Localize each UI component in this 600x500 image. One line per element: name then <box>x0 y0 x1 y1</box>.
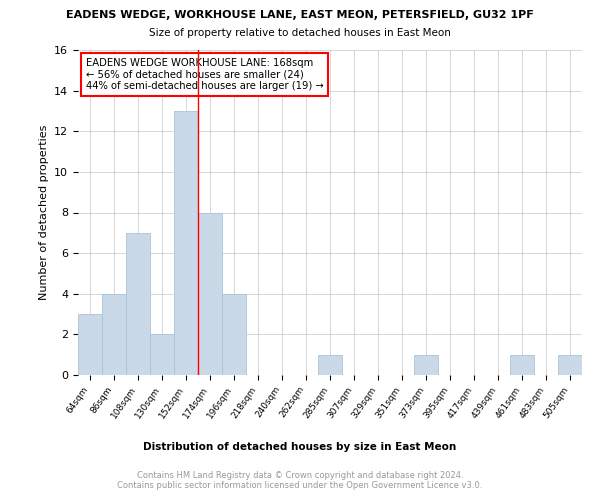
Bar <box>318 354 342 375</box>
Bar <box>558 354 582 375</box>
Bar <box>150 334 174 375</box>
Bar <box>78 314 102 375</box>
Bar <box>222 294 246 375</box>
Y-axis label: Number of detached properties: Number of detached properties <box>38 125 49 300</box>
Bar <box>414 354 438 375</box>
Bar <box>174 111 198 375</box>
Text: Contains HM Land Registry data © Crown copyright and database right 2024.
Contai: Contains HM Land Registry data © Crown c… <box>118 470 482 490</box>
Bar <box>102 294 126 375</box>
Bar <box>126 233 150 375</box>
Text: EADENS WEDGE, WORKHOUSE LANE, EAST MEON, PETERSFIELD, GU32 1PF: EADENS WEDGE, WORKHOUSE LANE, EAST MEON,… <box>66 10 534 20</box>
Bar <box>510 354 534 375</box>
Text: Distribution of detached houses by size in East Meon: Distribution of detached houses by size … <box>143 442 457 452</box>
Text: Size of property relative to detached houses in East Meon: Size of property relative to detached ho… <box>149 28 451 38</box>
Bar <box>198 212 222 375</box>
Text: EADENS WEDGE WORKHOUSE LANE: 168sqm
← 56% of detached houses are smaller (24)
44: EADENS WEDGE WORKHOUSE LANE: 168sqm ← 56… <box>86 58 323 92</box>
